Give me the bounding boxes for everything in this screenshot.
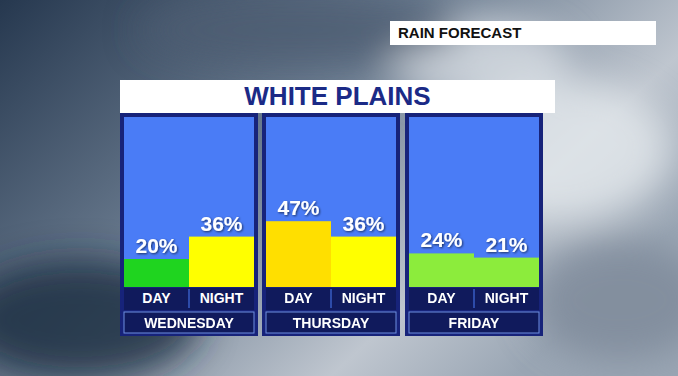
x-axis: DAY NIGHT [267,287,397,306]
data-label: 47% [277,196,319,219]
group-label: WEDNESDAY [144,315,234,331]
group-label-box [266,312,396,333]
data-label: 36% [342,212,384,235]
tick: DAY [427,287,456,306]
bar [189,237,254,287]
separator [189,289,190,308]
tick-label: DAY [142,290,171,306]
bar [409,253,474,287]
bar [331,237,396,287]
tick: DAY [142,287,171,306]
panel: 20% 36% DAY NIGHT WEDNESDAY [120,113,258,336]
subtitle: RAIN FORECAST [398,24,521,41]
subtitle-box [390,21,656,45]
x-axis: DAY NIGHT [125,287,255,306]
x-axis: DAY NIGHT [410,287,540,306]
tick-row [266,287,396,310]
axis-line [125,287,255,288]
tick: NIGHT [342,287,386,306]
separator [474,289,475,308]
tick-label: NIGHT [342,290,386,306]
tick-row [409,287,539,310]
separator [331,289,332,308]
tick: DAY [284,287,313,306]
tick-label: NIGHT [200,290,244,306]
clouds [0,0,678,376]
bar [474,258,539,287]
panel-frame [120,113,258,336]
plot-area [124,117,254,287]
group-label-box [409,312,539,333]
data-label: 36% [200,212,242,235]
tick: NIGHT [485,287,529,306]
tick-label: DAY [427,290,456,306]
axis-line [410,287,540,288]
panel-frame [405,113,543,336]
data-label: 24% [420,228,462,251]
data-label: 21% [485,233,527,256]
panel: 24% 21% DAY NIGHT FRIDAY [405,113,543,336]
tick-row [124,287,254,310]
panel: 47% 36% DAY NIGHT THURSDAY [262,113,400,336]
group-label-box [124,312,254,333]
bar [124,259,189,287]
group-label: THURSDAY [293,315,370,331]
cloud [530,240,678,360]
title-box [120,80,555,113]
title: WHITE PLAINS [244,81,430,111]
tick: NIGHT [200,287,244,306]
chart: RAIN FORECAST WHITE PLAINS 20% 36% DAY NIGHT W… [0,0,678,376]
tick-label: NIGHT [485,290,529,306]
panel-frame [262,113,400,336]
plot-area [409,117,539,287]
group-label: FRIDAY [449,315,500,331]
plot-area [266,117,396,287]
bars [409,253,539,287]
axis-line [267,287,397,288]
tick-label: DAY [284,290,313,306]
bar [266,221,331,287]
data-label: 20% [135,234,177,257]
